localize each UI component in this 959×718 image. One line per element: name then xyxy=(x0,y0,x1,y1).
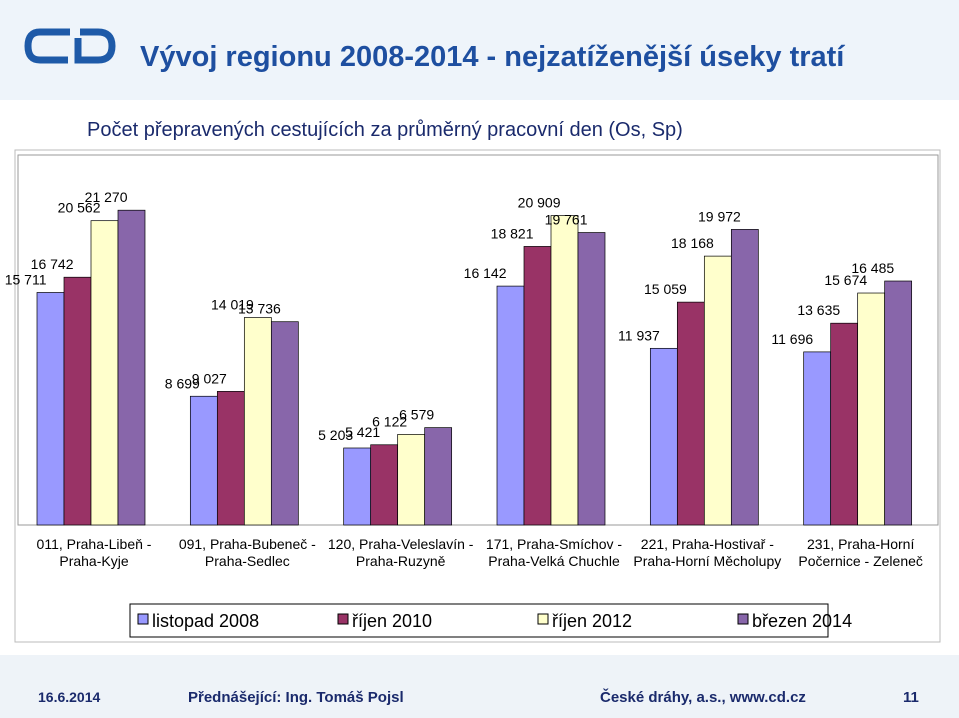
legend-swatch xyxy=(337,613,349,625)
legend-label: březen 2014 xyxy=(752,611,852,631)
chart-title: Počet přepravených cestujících za průměr… xyxy=(87,119,683,141)
bar xyxy=(884,280,913,526)
value-label: 18 821 xyxy=(491,225,534,241)
bar xyxy=(36,292,65,526)
footer-date: 16.6.2014 xyxy=(38,689,100,705)
x-tick-label: 171, Praha-Smíchov - Praha-Velká Chuchle xyxy=(485,536,623,569)
legend-label: říjen 2012 xyxy=(552,611,632,631)
legend-swatch xyxy=(137,613,149,625)
bar xyxy=(730,229,759,526)
bar xyxy=(803,351,832,526)
value-label: 15 674 xyxy=(824,272,867,288)
value-label: 11 937 xyxy=(618,327,660,343)
logo xyxy=(24,28,116,64)
value-label: 15 059 xyxy=(644,281,687,297)
value-label: 5 203 xyxy=(318,427,353,443)
value-label: 21 270 xyxy=(85,189,128,205)
bar xyxy=(189,395,218,526)
footer-band xyxy=(0,655,959,718)
legend-swatch xyxy=(537,613,549,625)
bar xyxy=(90,220,119,526)
plot-area xyxy=(17,154,939,526)
bar xyxy=(117,209,146,526)
header-band xyxy=(0,0,959,100)
value-label: 20 909 xyxy=(518,195,561,211)
value-label: 9 027 xyxy=(192,370,227,386)
legend-label: listopad 2008 xyxy=(152,611,259,631)
value-label: 16 142 xyxy=(464,265,507,281)
bar xyxy=(676,301,705,526)
value-label: 13 635 xyxy=(797,302,840,318)
value-label: 18 168 xyxy=(671,235,714,251)
x-tick-label: 231, Praha-Horní Počernice - Zeleneč xyxy=(798,536,923,569)
x-tick-label: 221, Praha-Hostivař - Praha-Horní Měchol… xyxy=(633,536,782,569)
bar xyxy=(343,447,372,526)
value-label: 15 711 xyxy=(5,271,47,287)
bar xyxy=(649,347,678,526)
bar xyxy=(370,444,399,526)
value-label: 14 019 xyxy=(211,297,254,313)
bar xyxy=(216,391,245,526)
bar xyxy=(703,255,732,526)
bar xyxy=(523,246,552,526)
value-label: 8 699 xyxy=(165,375,200,391)
bar xyxy=(63,276,92,526)
value-label: 13 736 xyxy=(238,301,281,317)
legend-label: říjen 2010 xyxy=(352,611,432,631)
value-label: 20 562 xyxy=(58,200,101,216)
legend xyxy=(129,603,829,638)
x-tick-label: 091, Praha-Bubeneč - Praha-Sedlec xyxy=(178,536,316,569)
bar xyxy=(550,215,579,526)
footer-company: České dráhy, a.s., www.cd.cz xyxy=(600,688,806,706)
slide-title: Vývoj regionu 2008-2014 - nejzatíženější… xyxy=(140,41,845,73)
bar xyxy=(830,322,859,526)
bar xyxy=(397,434,426,526)
value-label: 16 485 xyxy=(851,260,894,276)
x-tick-label: 120, Praha-Veleslavín - Praha-Ruzyně xyxy=(327,536,474,569)
value-label: 19 972 xyxy=(698,208,741,224)
page-number: 11 xyxy=(903,689,919,706)
value-label: 11 696 xyxy=(771,331,813,347)
bar xyxy=(496,285,525,526)
bar xyxy=(243,317,272,526)
bar xyxy=(424,427,453,526)
value-label: 6 122 xyxy=(372,413,407,429)
bar xyxy=(857,292,886,526)
value-label: 6 579 xyxy=(399,407,434,423)
value-label: 16 742 xyxy=(31,256,74,272)
footer-presenter: Přednášející: Ing. Tomáš Pojsl xyxy=(188,689,404,706)
legend-swatch xyxy=(737,613,749,625)
bar xyxy=(577,232,606,526)
bar xyxy=(270,321,299,526)
value-label: 19 761 xyxy=(545,212,588,228)
value-label: 5 421 xyxy=(345,424,380,440)
x-tick-label: 011, Praha-Libeň - Praha-Kyje xyxy=(36,536,152,569)
